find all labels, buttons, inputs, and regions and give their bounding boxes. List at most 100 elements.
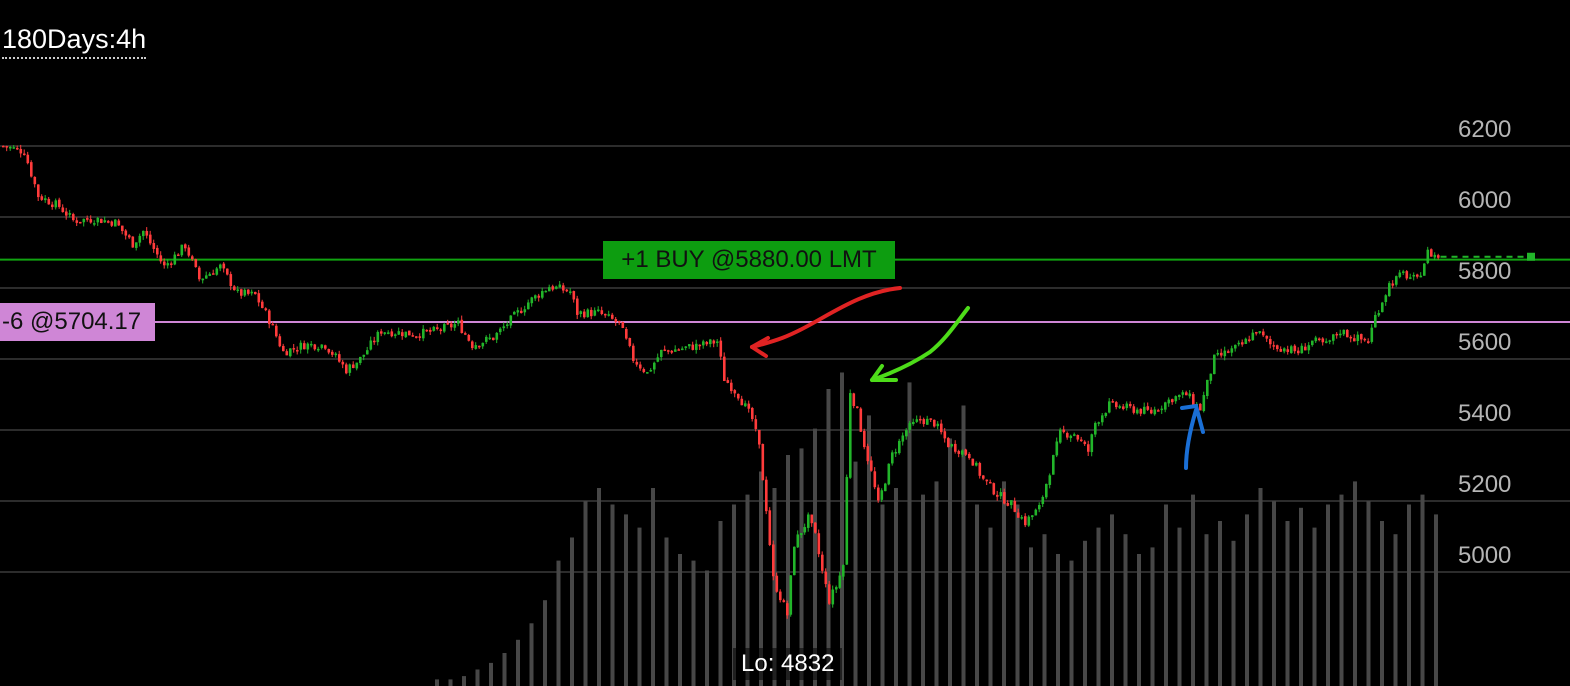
candle-body bbox=[376, 331, 380, 343]
candle-body bbox=[950, 444, 954, 447]
volume-bar bbox=[1164, 504, 1168, 686]
candle-body bbox=[198, 267, 201, 280]
volume-bar bbox=[799, 448, 804, 686]
candle-body bbox=[135, 242, 138, 248]
candle-body bbox=[782, 600, 786, 603]
candle-body bbox=[611, 314, 614, 319]
blue-arrow bbox=[1184, 408, 1198, 470]
candle-body bbox=[982, 475, 985, 479]
candle-body bbox=[250, 291, 254, 294]
candle-body bbox=[600, 310, 604, 315]
candle-body bbox=[289, 348, 292, 357]
candle-body bbox=[1248, 339, 1251, 341]
volume-bar bbox=[1056, 554, 1060, 686]
buy-order-label[interactable]: +1 BUY @5880.00 LMT bbox=[603, 241, 895, 279]
candle-body bbox=[338, 354, 341, 362]
candle-body bbox=[1426, 249, 1430, 264]
volume-bar bbox=[786, 455, 790, 686]
volume-bar bbox=[1002, 481, 1006, 686]
candle-body bbox=[1409, 277, 1412, 279]
candle-body bbox=[1010, 500, 1013, 506]
candle-body bbox=[33, 176, 37, 185]
volume-bar bbox=[1299, 507, 1303, 686]
candle-body bbox=[779, 591, 782, 601]
candle-body bbox=[1321, 338, 1325, 343]
candle-body bbox=[737, 393, 740, 399]
candle-body bbox=[929, 418, 933, 420]
volume-bar bbox=[678, 554, 682, 686]
candle-body bbox=[1314, 337, 1318, 342]
volume-bar bbox=[867, 415, 871, 686]
candle-body bbox=[1433, 254, 1437, 258]
candle-body bbox=[79, 221, 82, 224]
candle-body bbox=[240, 289, 243, 296]
volume-bar bbox=[988, 527, 993, 686]
candle-body bbox=[177, 254, 180, 257]
period-selector[interactable]: 180Days:4h bbox=[2, 24, 147, 59]
candle-body bbox=[565, 289, 569, 292]
volume-bar bbox=[1015, 504, 1020, 686]
candle-body bbox=[89, 219, 93, 223]
candle-body bbox=[1055, 441, 1059, 456]
volume-bar bbox=[516, 639, 520, 686]
candle-body bbox=[1188, 393, 1192, 397]
candle-body bbox=[670, 350, 674, 353]
candle-body bbox=[947, 438, 950, 448]
candle-body bbox=[905, 430, 908, 437]
candle-body bbox=[1024, 516, 1027, 526]
candle-body bbox=[1255, 332, 1258, 334]
candle-body bbox=[1384, 295, 1388, 303]
candle-body bbox=[996, 494, 999, 497]
position-label[interactable]: -6 @5704.17 bbox=[0, 303, 155, 341]
candle-body bbox=[1073, 434, 1076, 436]
candle-body bbox=[758, 430, 761, 445]
candle-body bbox=[1185, 392, 1188, 396]
candle-body bbox=[1412, 274, 1416, 277]
candle-body bbox=[1087, 444, 1090, 452]
candle-body bbox=[1318, 338, 1321, 341]
candle-body bbox=[327, 349, 331, 353]
candle-body bbox=[989, 481, 992, 484]
candle-body bbox=[264, 308, 268, 311]
candle-body bbox=[1034, 509, 1038, 516]
candle-body bbox=[845, 477, 849, 565]
candle-body bbox=[551, 286, 555, 290]
candle-body bbox=[744, 403, 747, 407]
candle-body bbox=[93, 223, 96, 225]
candle-body bbox=[1031, 515, 1034, 518]
volume-bar bbox=[1339, 494, 1344, 686]
candle-body bbox=[1097, 422, 1101, 424]
candle-body bbox=[1353, 338, 1356, 342]
candle-body bbox=[145, 230, 149, 236]
candle-body bbox=[537, 295, 541, 298]
volume-bar bbox=[543, 600, 547, 686]
candle-body bbox=[562, 285, 565, 291]
candle-body bbox=[597, 309, 600, 312]
candle-body bbox=[1045, 483, 1048, 498]
candle-body bbox=[1304, 346, 1307, 351]
candle-body bbox=[1122, 406, 1125, 409]
candle-body bbox=[656, 357, 660, 362]
candle-body bbox=[901, 435, 905, 442]
candle-body bbox=[247, 289, 250, 294]
candle-body bbox=[527, 302, 530, 310]
candle-body bbox=[1388, 283, 1391, 297]
green-arrow-head bbox=[870, 364, 898, 382]
candle-body bbox=[362, 354, 366, 357]
candle-body bbox=[40, 196, 44, 200]
candle-body bbox=[1104, 412, 1108, 417]
candle-body bbox=[51, 204, 54, 207]
candle-body bbox=[684, 346, 688, 348]
volume-bar bbox=[610, 504, 615, 686]
candle-body bbox=[747, 403, 751, 409]
candle-body bbox=[86, 218, 89, 220]
candle-body bbox=[166, 263, 170, 266]
candle-body bbox=[1374, 315, 1377, 328]
candle-body bbox=[828, 584, 831, 604]
candle-body bbox=[614, 319, 618, 322]
candle-body bbox=[397, 331, 401, 335]
candle-body bbox=[173, 254, 177, 265]
candle-body bbox=[432, 326, 436, 331]
candle-body bbox=[513, 311, 516, 315]
